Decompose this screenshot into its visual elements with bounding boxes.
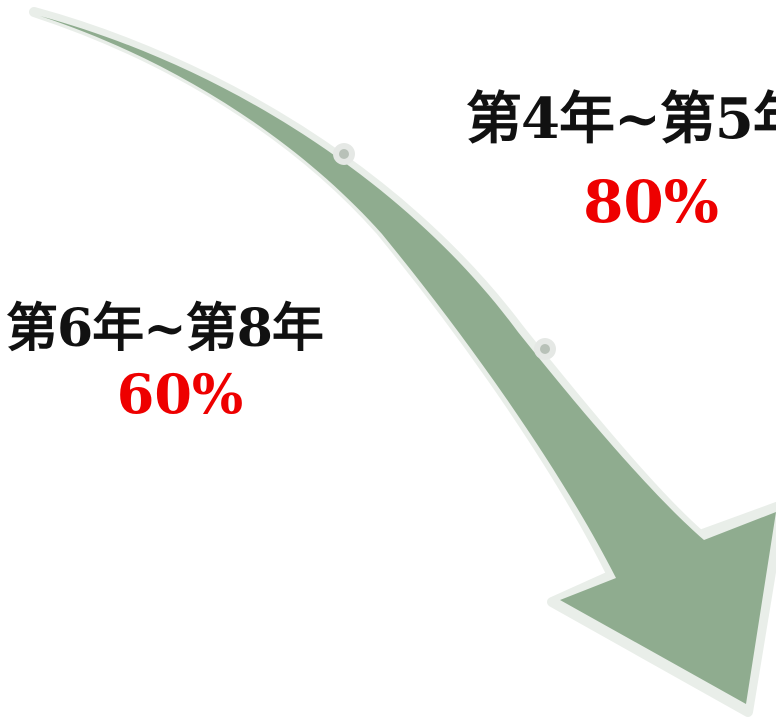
stage-percentage-label: 60% <box>116 362 244 426</box>
stage-marker-upper <box>333 143 355 165</box>
stage-percentage-label: 80% <box>583 168 719 236</box>
stage-marker-lower <box>534 338 556 360</box>
curved-arrow <box>40 16 776 704</box>
stage-period-label: 第6年~第8年 <box>6 298 324 359</box>
stage-period-label: 第4年~第5年 <box>466 86 776 152</box>
